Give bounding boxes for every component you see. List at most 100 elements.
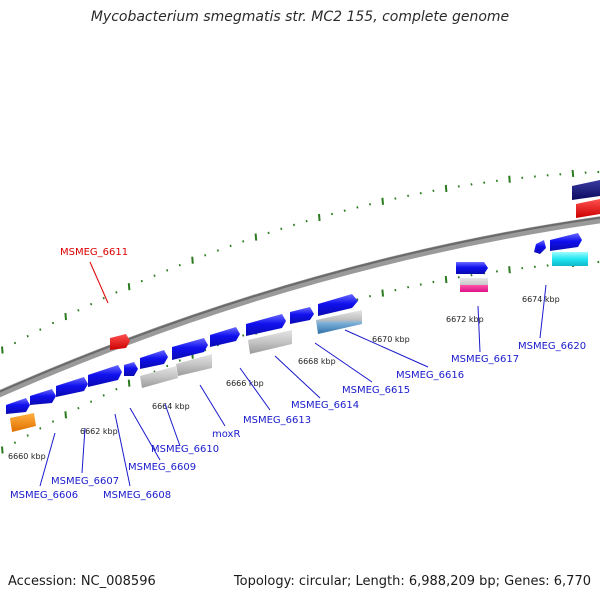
minor-tick xyxy=(432,189,435,193)
gene-label[interactable]: MSMEG_6608 xyxy=(103,490,171,501)
gene-feature-moxR[interactable] xyxy=(172,338,208,360)
gene-feature-6614[interactable] xyxy=(290,307,314,324)
minor-tick xyxy=(267,231,270,235)
minor-tick xyxy=(77,406,80,410)
kbp-label: 6662 kbp xyxy=(80,427,118,436)
minor-tick xyxy=(115,291,118,294)
gene-label[interactable]: MSMEG_6606 xyxy=(10,490,78,501)
major-tick xyxy=(254,233,258,241)
gene-label[interactable]: MSMEG_6614 xyxy=(291,400,359,411)
minor-tick xyxy=(140,279,143,283)
minor-tick xyxy=(597,260,600,264)
kbp-label: 6664 kbp xyxy=(152,402,190,411)
gene-feature-6620[interactable] xyxy=(550,233,582,251)
minor-tick xyxy=(533,265,536,269)
gene-feature-6607[interactable] xyxy=(30,389,56,405)
kbp-label: 6666 kbp xyxy=(226,379,264,388)
gene-feature-6609[interactable] xyxy=(88,365,122,387)
minor-tick xyxy=(51,321,55,325)
minor-tick xyxy=(77,309,80,312)
minor-tick xyxy=(432,280,435,284)
gene-feature-6617b[interactable] xyxy=(456,262,488,274)
minor-tick xyxy=(521,176,524,180)
kbp-label: 6660 kbp xyxy=(8,452,46,461)
minor-tick xyxy=(394,288,397,292)
gene-label[interactable]: MSMEG_6616 xyxy=(396,370,464,381)
gene-label[interactable]: MSMEG_6610 xyxy=(151,444,219,455)
gene-feature-6611[interactable] xyxy=(110,334,130,350)
minor-tick xyxy=(13,341,17,345)
minor-tick xyxy=(483,181,486,184)
major-tick xyxy=(127,283,131,291)
gene-feature-6615[interactable] xyxy=(318,294,358,316)
gene-label[interactable]: MSMEG_6615 xyxy=(342,385,410,396)
minor-tick xyxy=(102,296,105,300)
gene-label[interactable]: MSMEG_6607 xyxy=(51,476,119,487)
minor-tick xyxy=(368,203,372,206)
minor-tick xyxy=(407,194,410,198)
minor-tick xyxy=(495,179,498,183)
minor-tick xyxy=(470,273,473,277)
minor-tick xyxy=(90,400,93,403)
minor-tick xyxy=(407,285,410,289)
minor-tick xyxy=(242,334,245,337)
minor-tick xyxy=(102,394,105,397)
gene-feature-steel[interactable] xyxy=(316,310,362,334)
gene-feature-navy[interactable] xyxy=(572,180,600,200)
major-tick xyxy=(508,266,511,274)
gene-feature-cyan[interactable] xyxy=(552,252,588,266)
gene-label[interactable]: MSMEG_6617 xyxy=(451,354,519,365)
minor-tick xyxy=(204,254,207,257)
minor-tick xyxy=(39,328,42,331)
gene-feature-6612[interactable] xyxy=(210,327,240,347)
major-tick xyxy=(64,313,67,321)
major-tick xyxy=(381,289,384,297)
gene-name-labels: MSMEG_6611 MSMEG_6606 MSMEG_6607 MSMEG_6… xyxy=(10,247,586,501)
minor-tick xyxy=(242,240,245,243)
gene-feature-red-right[interactable] xyxy=(576,199,600,218)
gene-feature-6613[interactable] xyxy=(246,314,286,336)
gene-label[interactable]: MSMEG_6611 xyxy=(60,247,128,258)
minor-tick xyxy=(305,219,308,223)
gene-feature-gray-1[interactable] xyxy=(140,366,178,388)
gene-label[interactable]: MSMEG_6609 xyxy=(128,462,196,473)
kbp-scale-labels: 6660 kbp 6662 kbp 6664 kbp 6666 kbp 6668… xyxy=(8,295,560,461)
minor-tick xyxy=(394,197,397,200)
gene-label[interactable]: MSMEG_6613 xyxy=(243,415,311,426)
major-tick xyxy=(444,276,448,284)
gene-feature-gray-3[interactable] xyxy=(248,330,292,354)
minor-tick xyxy=(292,223,296,227)
minor-tick xyxy=(178,263,181,267)
minor-tick xyxy=(597,170,600,174)
minor-tick xyxy=(166,364,169,368)
minor-tick xyxy=(51,420,55,423)
gene-feature-pink[interactable] xyxy=(460,278,488,292)
major-tick xyxy=(318,213,321,222)
kbp-label: 6668 kbp xyxy=(298,357,336,366)
gene-feature-6609b[interactable] xyxy=(124,362,138,376)
minor-tick xyxy=(26,434,29,437)
gene-feature-6619[interactable] xyxy=(534,240,546,254)
minor-tick xyxy=(356,298,359,301)
gene-feature-6606[interactable] xyxy=(6,398,30,414)
gene-feature-orange[interactable] xyxy=(10,413,36,432)
minor-tick xyxy=(229,244,232,248)
minor-tick xyxy=(559,173,562,176)
page-title: Mycobacterium smegmatis str. MC2 155, co… xyxy=(90,9,510,25)
gene-feature-6610[interactable] xyxy=(140,350,168,369)
gene-label[interactable]: MSMEG_6620 xyxy=(518,341,586,352)
minor-tick xyxy=(166,269,169,272)
gene-label[interactable]: moxR xyxy=(212,429,240,440)
minor-tick xyxy=(546,174,549,177)
minor-tick xyxy=(39,427,42,430)
gene-feature-6608[interactable] xyxy=(56,377,88,397)
minor-tick xyxy=(546,264,549,267)
major-tick xyxy=(444,184,448,193)
accession-text: Accession: NC_008596 xyxy=(8,574,156,589)
minor-tick xyxy=(419,191,422,195)
minor-tick xyxy=(280,227,283,231)
minor-tick xyxy=(343,209,346,212)
gene-feature-gray-2[interactable] xyxy=(176,354,212,376)
